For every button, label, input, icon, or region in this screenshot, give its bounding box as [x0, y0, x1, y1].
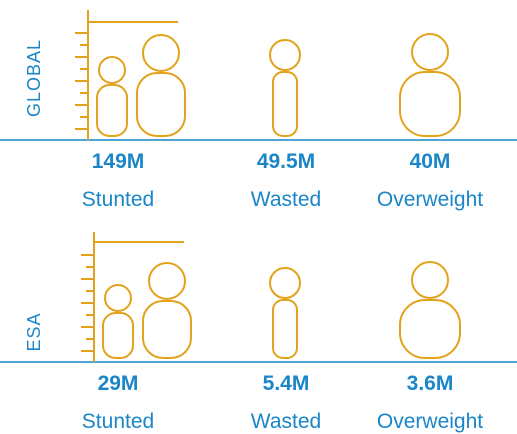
stat-value: 149M: [92, 150, 145, 173]
icon-head: [411, 33, 449, 71]
region-label: GLOBAL: [24, 39, 44, 117]
icon-body: [96, 84, 128, 137]
icon-body: [272, 71, 298, 137]
stat-value: 40M: [410, 150, 451, 173]
stat-label: Overweight: [377, 410, 483, 433]
icon-body: [136, 72, 186, 137]
stat-value: 49.5M: [257, 150, 315, 173]
icon-head: [104, 284, 132, 312]
icon-body: [102, 312, 134, 359]
stat-label: Wasted: [251, 188, 321, 211]
icon-body: [399, 299, 461, 359]
icon-head: [142, 34, 180, 72]
icon-head: [411, 261, 449, 299]
icon-head: [98, 56, 126, 84]
icon-head: [269, 39, 301, 71]
icon-body: [142, 300, 192, 359]
stat-value: 3.6M: [407, 372, 454, 395]
stat-value: 5.4M: [263, 372, 310, 395]
region-label: ESA: [24, 312, 44, 351]
stat-label: Stunted: [82, 410, 154, 433]
stat-value: 29M: [98, 372, 139, 395]
icon-head: [269, 267, 301, 299]
icon-head: [148, 262, 186, 300]
stat-label: Overweight: [377, 188, 483, 211]
stat-label: Stunted: [82, 188, 154, 211]
icon-body: [399, 71, 461, 137]
stat-label: Wasted: [251, 410, 321, 433]
icon-body: [272, 299, 298, 359]
